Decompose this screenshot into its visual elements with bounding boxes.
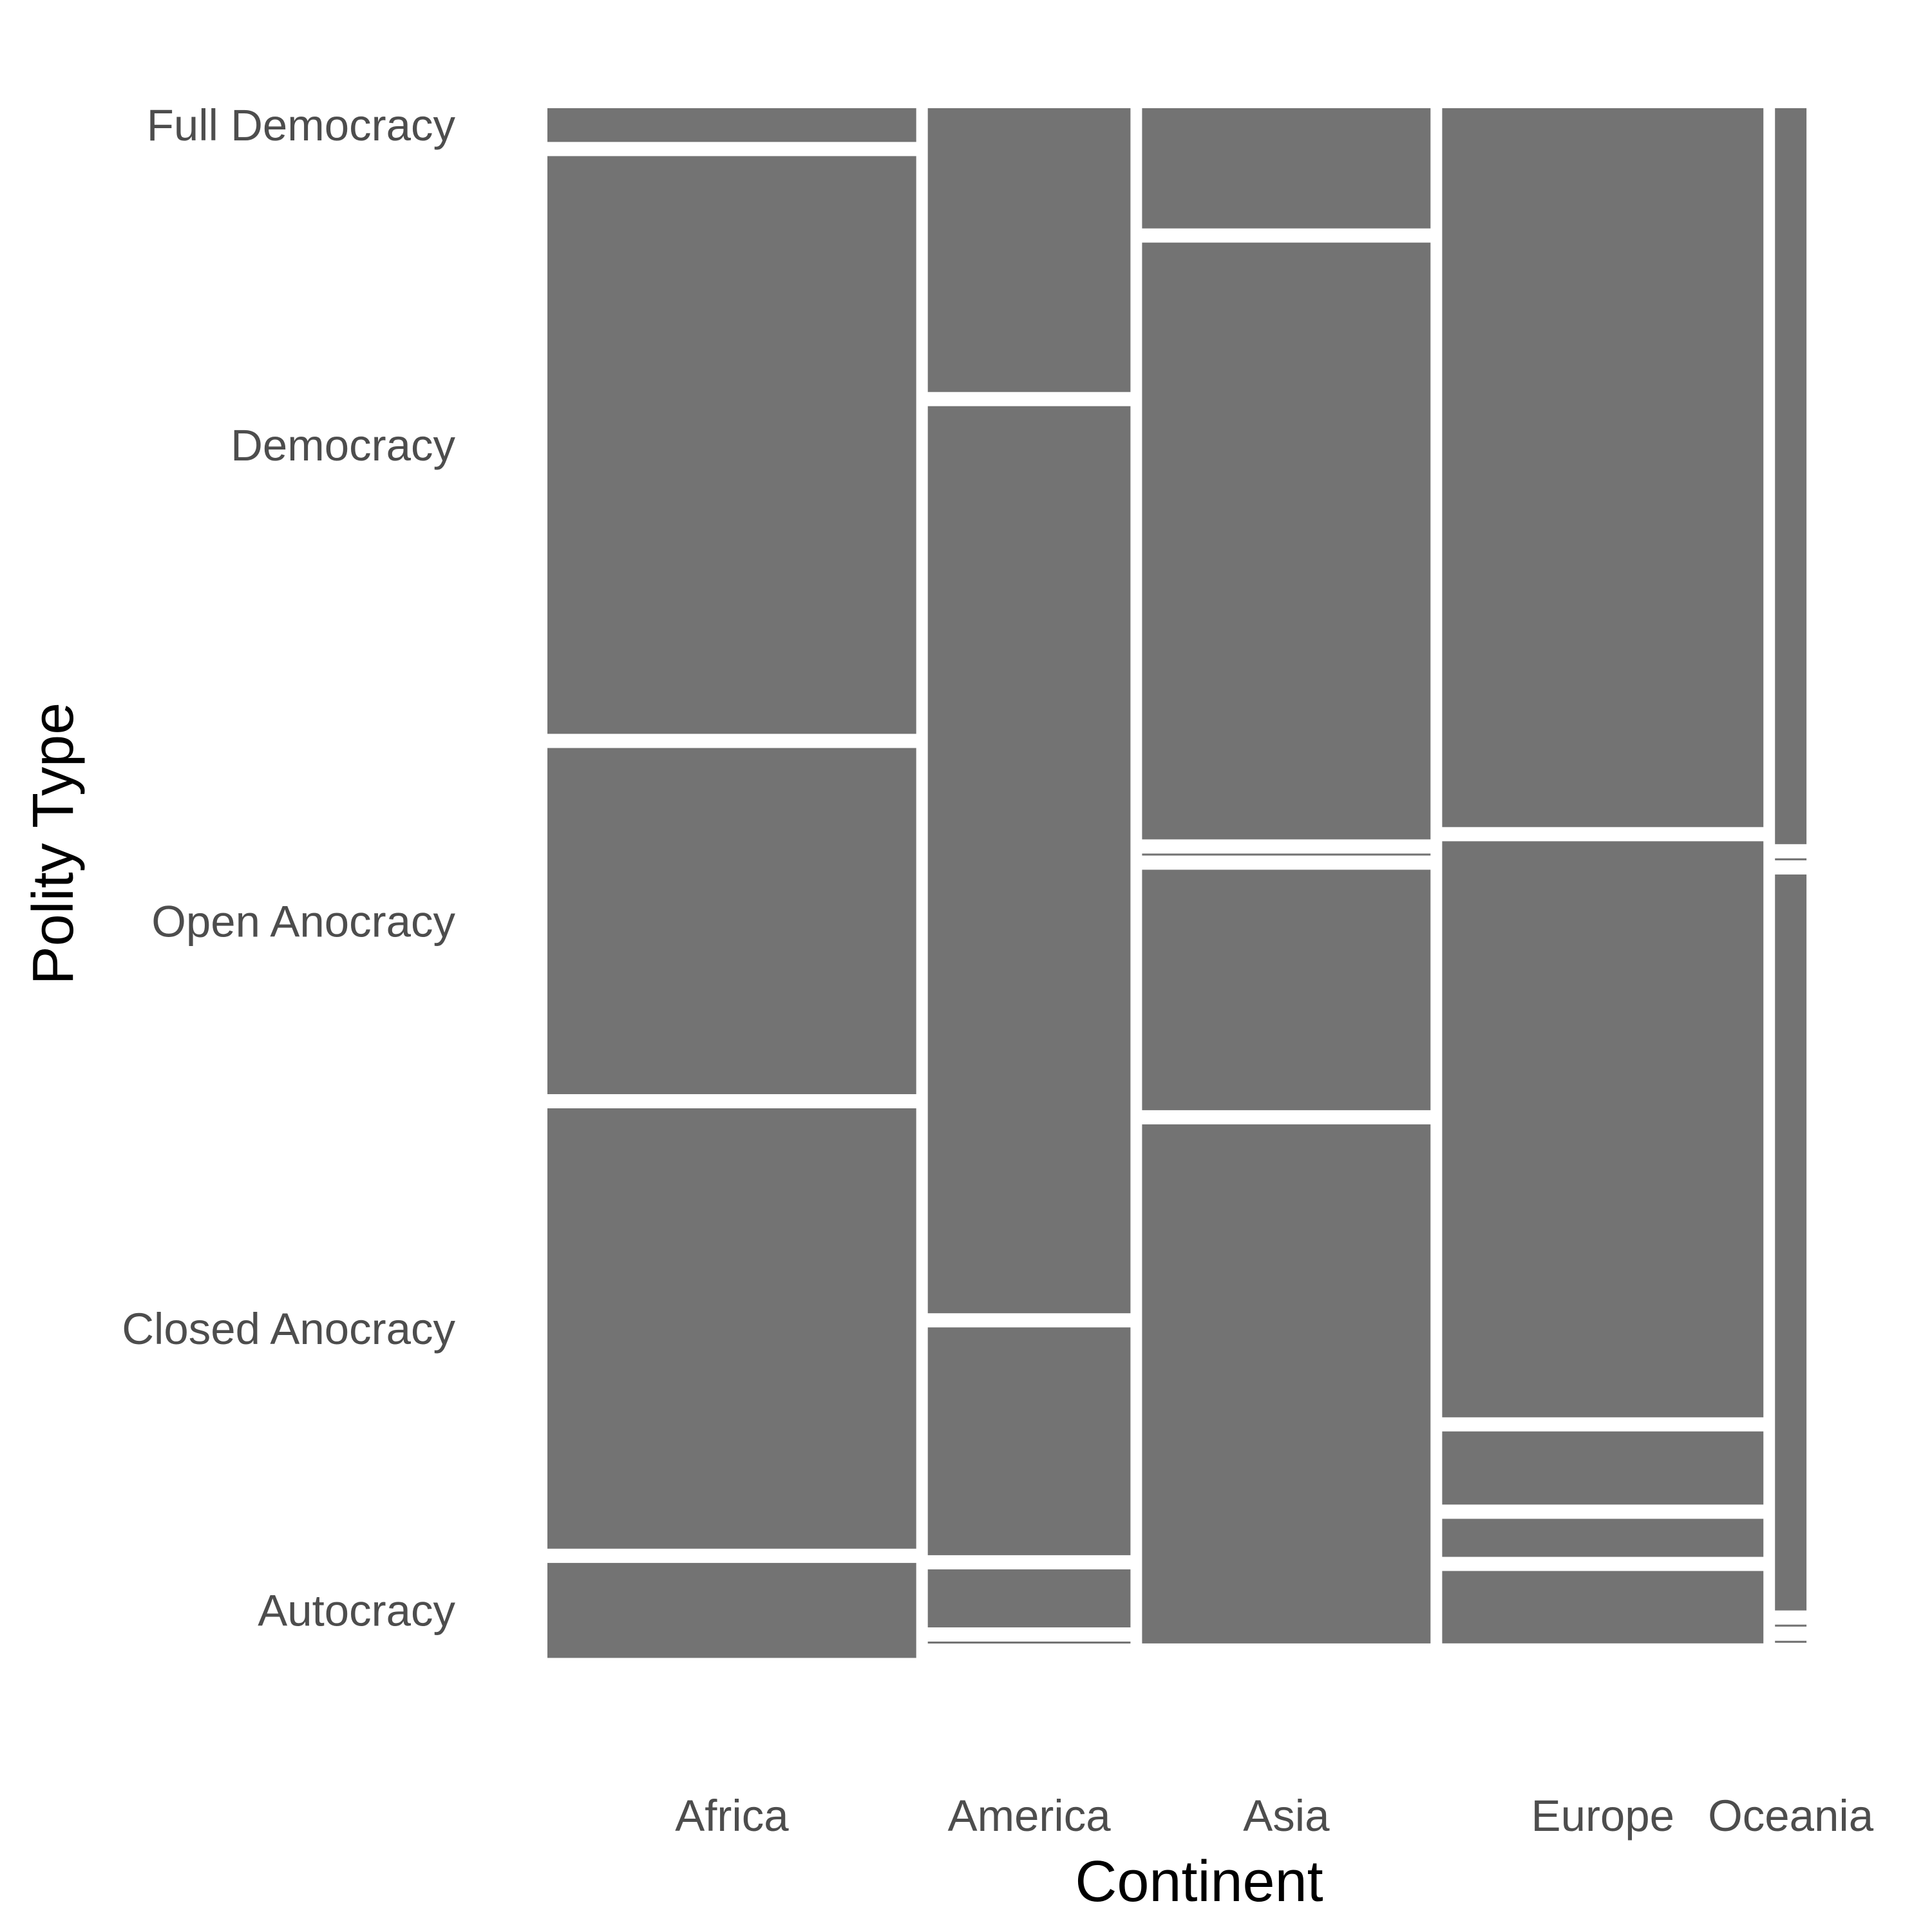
x-tick-america: America bbox=[948, 1791, 1112, 1841]
tile-europe-autocracy bbox=[1442, 1571, 1764, 1643]
tile-oceania-democracy bbox=[1775, 858, 1807, 860]
tile-europe-closed-anocracy bbox=[1442, 1519, 1764, 1557]
tile-africa-democracy bbox=[547, 156, 916, 734]
tile-oceania-autocracy bbox=[1775, 1640, 1807, 1643]
x-tick-labels: Africa America Asia Europe Oceania bbox=[675, 1791, 1874, 1841]
tile-asia-open-anocracy bbox=[1142, 853, 1431, 856]
tile-asia-autocracy bbox=[1142, 1124, 1431, 1643]
tile-europe-open-anocracy bbox=[1442, 1431, 1764, 1505]
tile-asia-democracy bbox=[1142, 242, 1431, 840]
tile-america-full-democracy bbox=[927, 108, 1131, 392]
tile-europe-democracy bbox=[1442, 841, 1764, 1417]
tile-asia-full-democracy bbox=[1142, 108, 1431, 229]
tile-oceania-closed-anocracy bbox=[1775, 1624, 1807, 1627]
y-tick-full-democracy: Full Democracy bbox=[147, 100, 456, 150]
tile-europe-full-democracy bbox=[1442, 108, 1764, 828]
y-axis-title: Polity Type bbox=[21, 703, 86, 985]
y-tick-autocracy: Autocracy bbox=[258, 1586, 455, 1636]
tile-africa-full-democracy bbox=[547, 108, 916, 142]
y-tick-open-anocracy: Open Anocracy bbox=[151, 896, 455, 946]
tile-africa-autocracy bbox=[547, 1562, 916, 1658]
tile-america-democracy bbox=[927, 406, 1131, 1314]
x-axis-title: Continent bbox=[1075, 1850, 1323, 1914]
x-tick-asia: Asia bbox=[1243, 1791, 1330, 1841]
x-tick-africa: Africa bbox=[675, 1791, 789, 1841]
x-tick-oceania: Oceania bbox=[1708, 1791, 1874, 1841]
tile-america-open-anocracy bbox=[927, 1327, 1131, 1555]
y-tick-democracy: Democracy bbox=[231, 421, 455, 470]
tile-america-autocracy bbox=[927, 1642, 1131, 1644]
tile-africa-open-anocracy bbox=[547, 748, 916, 1094]
mosaic-tiles bbox=[547, 108, 1807, 1658]
tile-america-closed-anocracy bbox=[927, 1569, 1131, 1627]
x-tick-europe: Europe bbox=[1531, 1791, 1675, 1841]
y-tick-closed-anocracy: Closed Anocracy bbox=[122, 1304, 455, 1354]
y-tick-labels: Full Democracy Democracy Open Anocracy Clos… bbox=[122, 100, 455, 1635]
tile-oceania-open-anocracy bbox=[1775, 874, 1807, 1611]
tile-asia-closed-anocracy bbox=[1142, 869, 1431, 1110]
tile-africa-closed-anocracy bbox=[547, 1108, 916, 1549]
tile-oceania-full-democracy bbox=[1775, 108, 1807, 844]
